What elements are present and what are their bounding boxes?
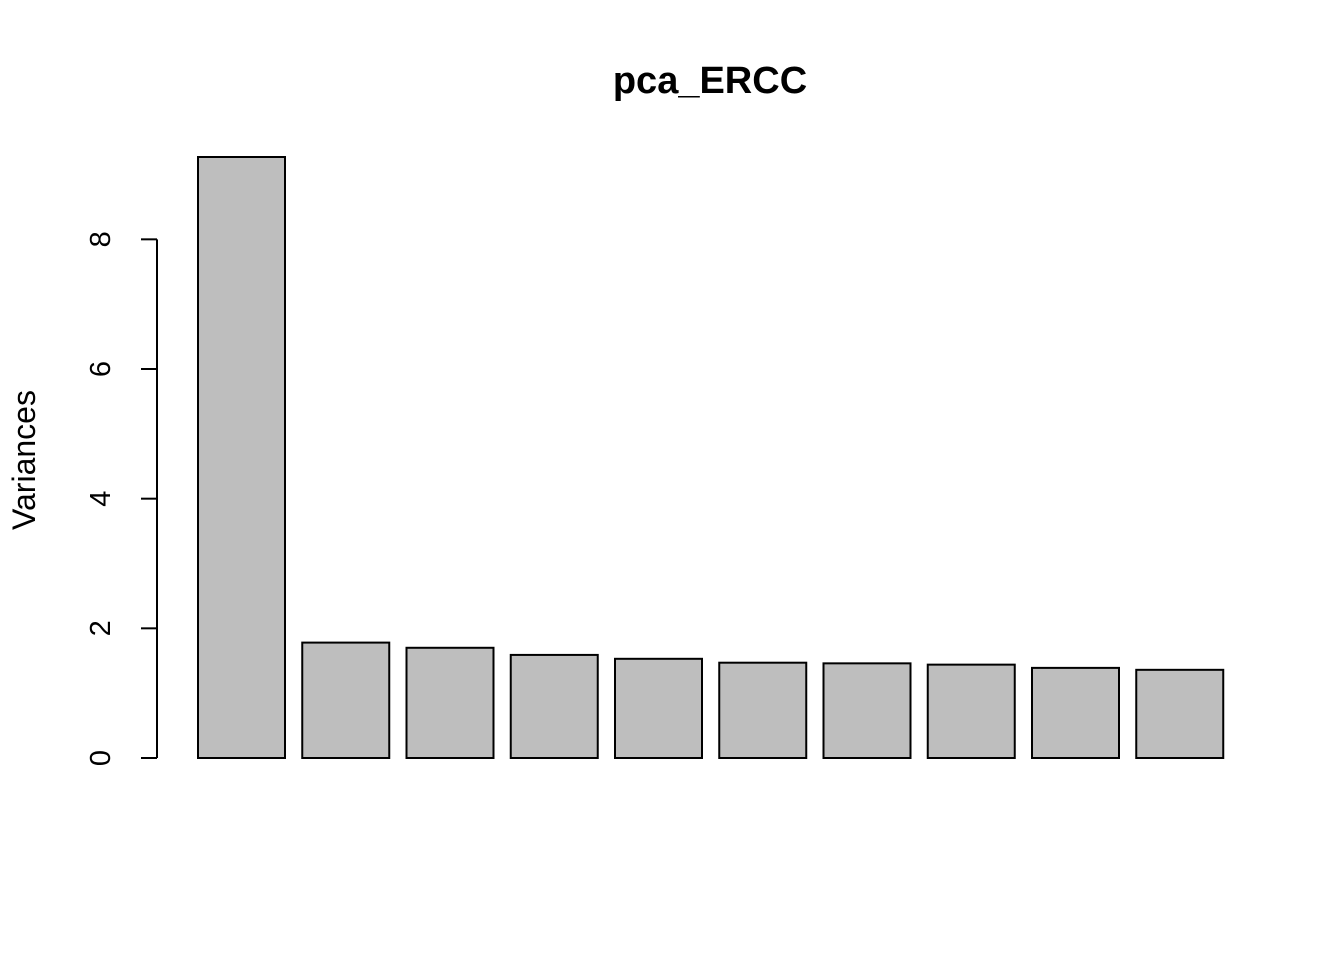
bars-group	[197, 156, 1225, 760]
y-axis-label: Variances	[6, 390, 42, 530]
bar	[301, 641, 391, 760]
bar	[718, 661, 808, 760]
bar	[1135, 668, 1225, 759]
y-tick-label: 6	[85, 361, 117, 377]
bar	[926, 663, 1016, 759]
bar	[405, 646, 495, 759]
y-axis: 0 2 4 6 8	[85, 231, 158, 766]
chart-title: pca_ERCC	[613, 60, 807, 102]
y-tick-label: 2	[85, 620, 117, 636]
bar	[1031, 666, 1120, 760]
y-tick-label: 8	[85, 231, 117, 247]
bar	[197, 156, 286, 759]
bar	[614, 657, 703, 760]
bar	[822, 662, 912, 759]
y-tick-label: 0	[85, 750, 117, 766]
bar	[509, 653, 599, 759]
y-tick-label: 4	[85, 491, 117, 507]
